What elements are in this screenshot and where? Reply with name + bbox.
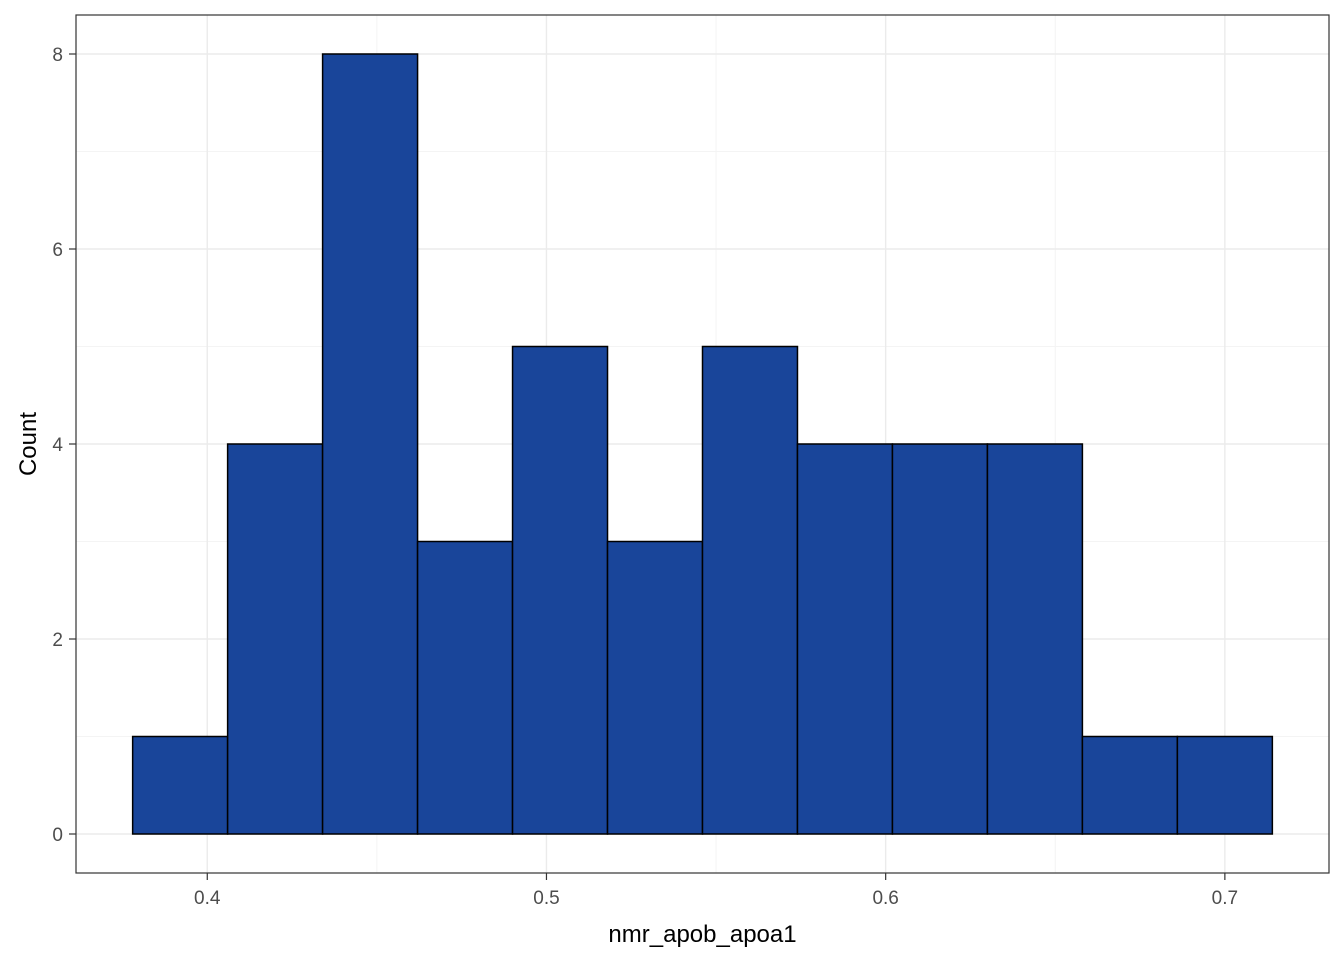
histogram-bar [416,540,514,835]
histogram-bar [701,345,799,835]
histogram-bar [891,443,989,835]
y-tick-label: 0 [52,825,63,846]
axes: 0.4 0.5 0.6 0.7 0 2 4 6 8 [52,45,1238,909]
y-tick-label: 4 [52,435,63,456]
y-tick-label: 2 [52,630,63,651]
histogram-bar [606,540,704,835]
histogram-bar [1176,735,1274,835]
y-tick-label: 8 [52,45,63,66]
histogram-bar [226,443,324,835]
histogram-bar [986,443,1084,835]
x-tick-label: 0.7 [1212,888,1238,909]
histogram-bar [131,735,229,835]
x-tick-label: 0.5 [533,888,559,909]
y-tick-label: 6 [52,240,63,261]
y-axis-title: Count [15,412,42,476]
x-tick-label: 0.4 [194,888,221,909]
x-axis-title: nmr_apob_apoa1 [608,921,796,948]
histogram-bar [1081,735,1179,835]
histogram-bar [511,345,609,835]
x-tick-label: 0.6 [872,888,898,909]
histogram-bar [321,53,419,835]
histogram-bar [796,443,894,835]
histogram-bars [131,53,1274,835]
